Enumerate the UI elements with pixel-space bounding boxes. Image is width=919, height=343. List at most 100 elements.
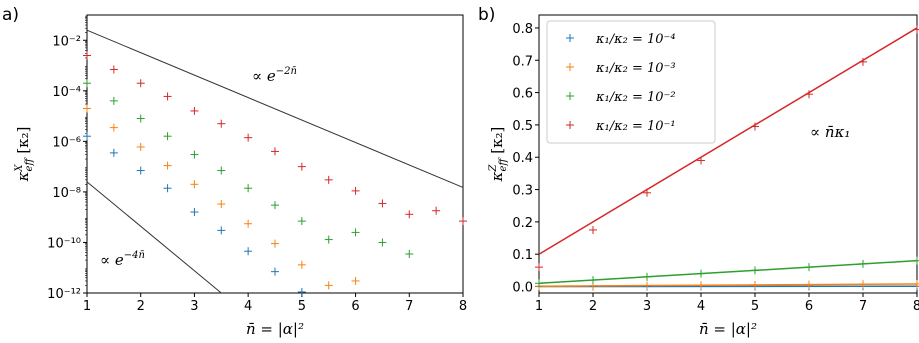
x-tick-label: 1: [83, 299, 91, 314]
fit-line-s1: [538, 283, 918, 287]
point-b-s2: [697, 269, 705, 278]
point-a-s0: [190, 208, 199, 217]
point-a-s0: [83, 132, 91, 141]
point-b-s1: [913, 279, 919, 288]
point-a-s2: [244, 184, 253, 193]
point-b-s1: [805, 280, 813, 289]
x-tick-label: 7: [405, 299, 413, 314]
point-a-s3: [297, 162, 306, 171]
point-a-s1: [163, 161, 172, 170]
panel-b-frame: [538, 14, 918, 294]
x-tick-label: 4: [244, 299, 252, 314]
point-a-s3: [351, 186, 360, 195]
point-a-s0: [136, 166, 145, 175]
y-tick-label: 0.8: [512, 22, 533, 37]
point-a-s3: [109, 65, 118, 74]
point-a-s3: [432, 206, 441, 215]
point-b-s1: [751, 280, 759, 289]
point-b-s2: [751, 266, 759, 275]
point-a-s1: [217, 200, 226, 209]
y-tick-label: 0.7: [512, 54, 533, 69]
x-tick-label: 3: [190, 299, 198, 314]
point-a-s2: [297, 217, 306, 226]
legend-marker: [566, 34, 574, 42]
legend-marker: [566, 121, 574, 129]
y-tick-label: 0.1: [512, 248, 533, 263]
y-tick-label: 10⁻¹⁰: [47, 236, 81, 251]
point-a-s3: [459, 217, 467, 226]
point-a-s2: [190, 150, 199, 159]
point-a-s2: [271, 201, 279, 210]
point-a-s1: [136, 142, 145, 151]
legend-label: κ₁/κ₂ = 10⁻⁴: [595, 32, 676, 47]
legend-marker: [566, 92, 574, 100]
x-tick-label: 5: [751, 299, 759, 314]
panel-b-ticks: 1 2 3 4 5 6 7 8 0.0 0.1 0.2 0.3 0.4 0.5 0.6 0.7 0.8: [512, 22, 919, 314]
y-tick-label: 10⁻²: [52, 34, 81, 49]
panel-a-guides: [86, 29, 464, 294]
point-b-s3: [805, 90, 813, 99]
point-a-s1: [271, 239, 279, 248]
y-tick-label: 0.6: [512, 87, 533, 102]
point-a-s3: [324, 175, 333, 184]
panel-a-annotation-lower: ∝ e−4n̄: [100, 250, 145, 269]
point-b-s3: [751, 122, 759, 131]
panel-a-ticks: 1 2 3 4 5 6 7 8 10⁻¹² 10⁻¹⁰ 10⁻⁸ 10⁻⁶ 10⁻⁴ 10⁻²: [47, 15, 467, 314]
point-b-s2: [913, 256, 919, 265]
point-a-s1: [109, 123, 118, 132]
y-tick-label: 0.5: [512, 119, 533, 134]
point-a-s2: [136, 114, 145, 123]
point-a-s2: [109, 96, 118, 105]
x-tick-label: 5: [298, 299, 306, 314]
point-b-s2: [643, 272, 651, 281]
point-b-s3: [589, 225, 597, 234]
panel-a-label: a): [2, 5, 19, 25]
fit-line-s3: [538, 27, 918, 255]
point-a-s3: [190, 106, 199, 115]
panel-a: 1 2 3 4 5 6 7 8 10⁻¹² 10⁻¹⁰ 10⁻⁸ 10⁻⁶ 10⁻⁴ 10⁻² ∝ e−2…: [14, 14, 467, 338]
x-tick-label: 1: [535, 299, 543, 314]
panel-b-ylabel: κZeff [κ₂]: [488, 127, 509, 183]
y-tick-label: 0.0: [512, 281, 533, 296]
point-b-s1: [859, 280, 867, 289]
panel-a-frame: [86, 14, 464, 294]
legend-box: [546, 20, 716, 144]
point-a-s0: [244, 247, 253, 256]
point-b-s1: [697, 281, 705, 290]
panel-a-xlabel: n̄ = |α|²: [246, 320, 304, 338]
x-tick-label: 4: [697, 299, 705, 314]
point-a-s2: [83, 79, 91, 88]
x-tick-label: 7: [859, 299, 867, 314]
panel-a-annotation-upper: ∝ e−2n̄: [252, 66, 297, 85]
panel-b-annotation: ∝ n̄κ₁: [810, 123, 850, 141]
point-a-s2: [405, 249, 414, 258]
point-a-s0: [297, 287, 306, 296]
point-a-s1: [351, 276, 360, 285]
fit-line-s2: [538, 259, 918, 285]
point-b-s2: [535, 279, 543, 288]
point-a-s3: [163, 92, 172, 101]
x-tick-label: 2: [589, 299, 597, 314]
guide-line: [86, 29, 464, 188]
x-tick-label: 8: [459, 299, 467, 314]
point-a-s0: [217, 226, 226, 235]
point-a-s3: [217, 119, 226, 128]
point-b-s2: [589, 276, 597, 285]
point-a-s3: [378, 199, 387, 208]
x-tick-label: 3: [643, 299, 651, 314]
point-b-s3: [913, 25, 919, 34]
point-b-s1: [643, 281, 651, 290]
x-tick-label: 6: [351, 299, 359, 314]
panel-b-xlabel: n̄ = |α|²: [699, 320, 757, 338]
x-tick-label: 6: [805, 299, 813, 314]
guide-line: [86, 181, 222, 294]
y-tick-label: 0.3: [512, 184, 533, 199]
panel-b: 1 2 3 4 5 6 7 8 0.0 0.1 0.2 0.3 0.4 0.5 0.6 0.7 0.8 κ₁/κ…: [488, 14, 919, 338]
point-a-s2: [163, 132, 172, 141]
point-a-s3: [136, 79, 145, 88]
point-a-s1: [190, 180, 199, 189]
y-tick-label: 0.2: [512, 216, 533, 231]
point-a-s2: [324, 235, 333, 244]
point-a-s1: [297, 260, 306, 269]
